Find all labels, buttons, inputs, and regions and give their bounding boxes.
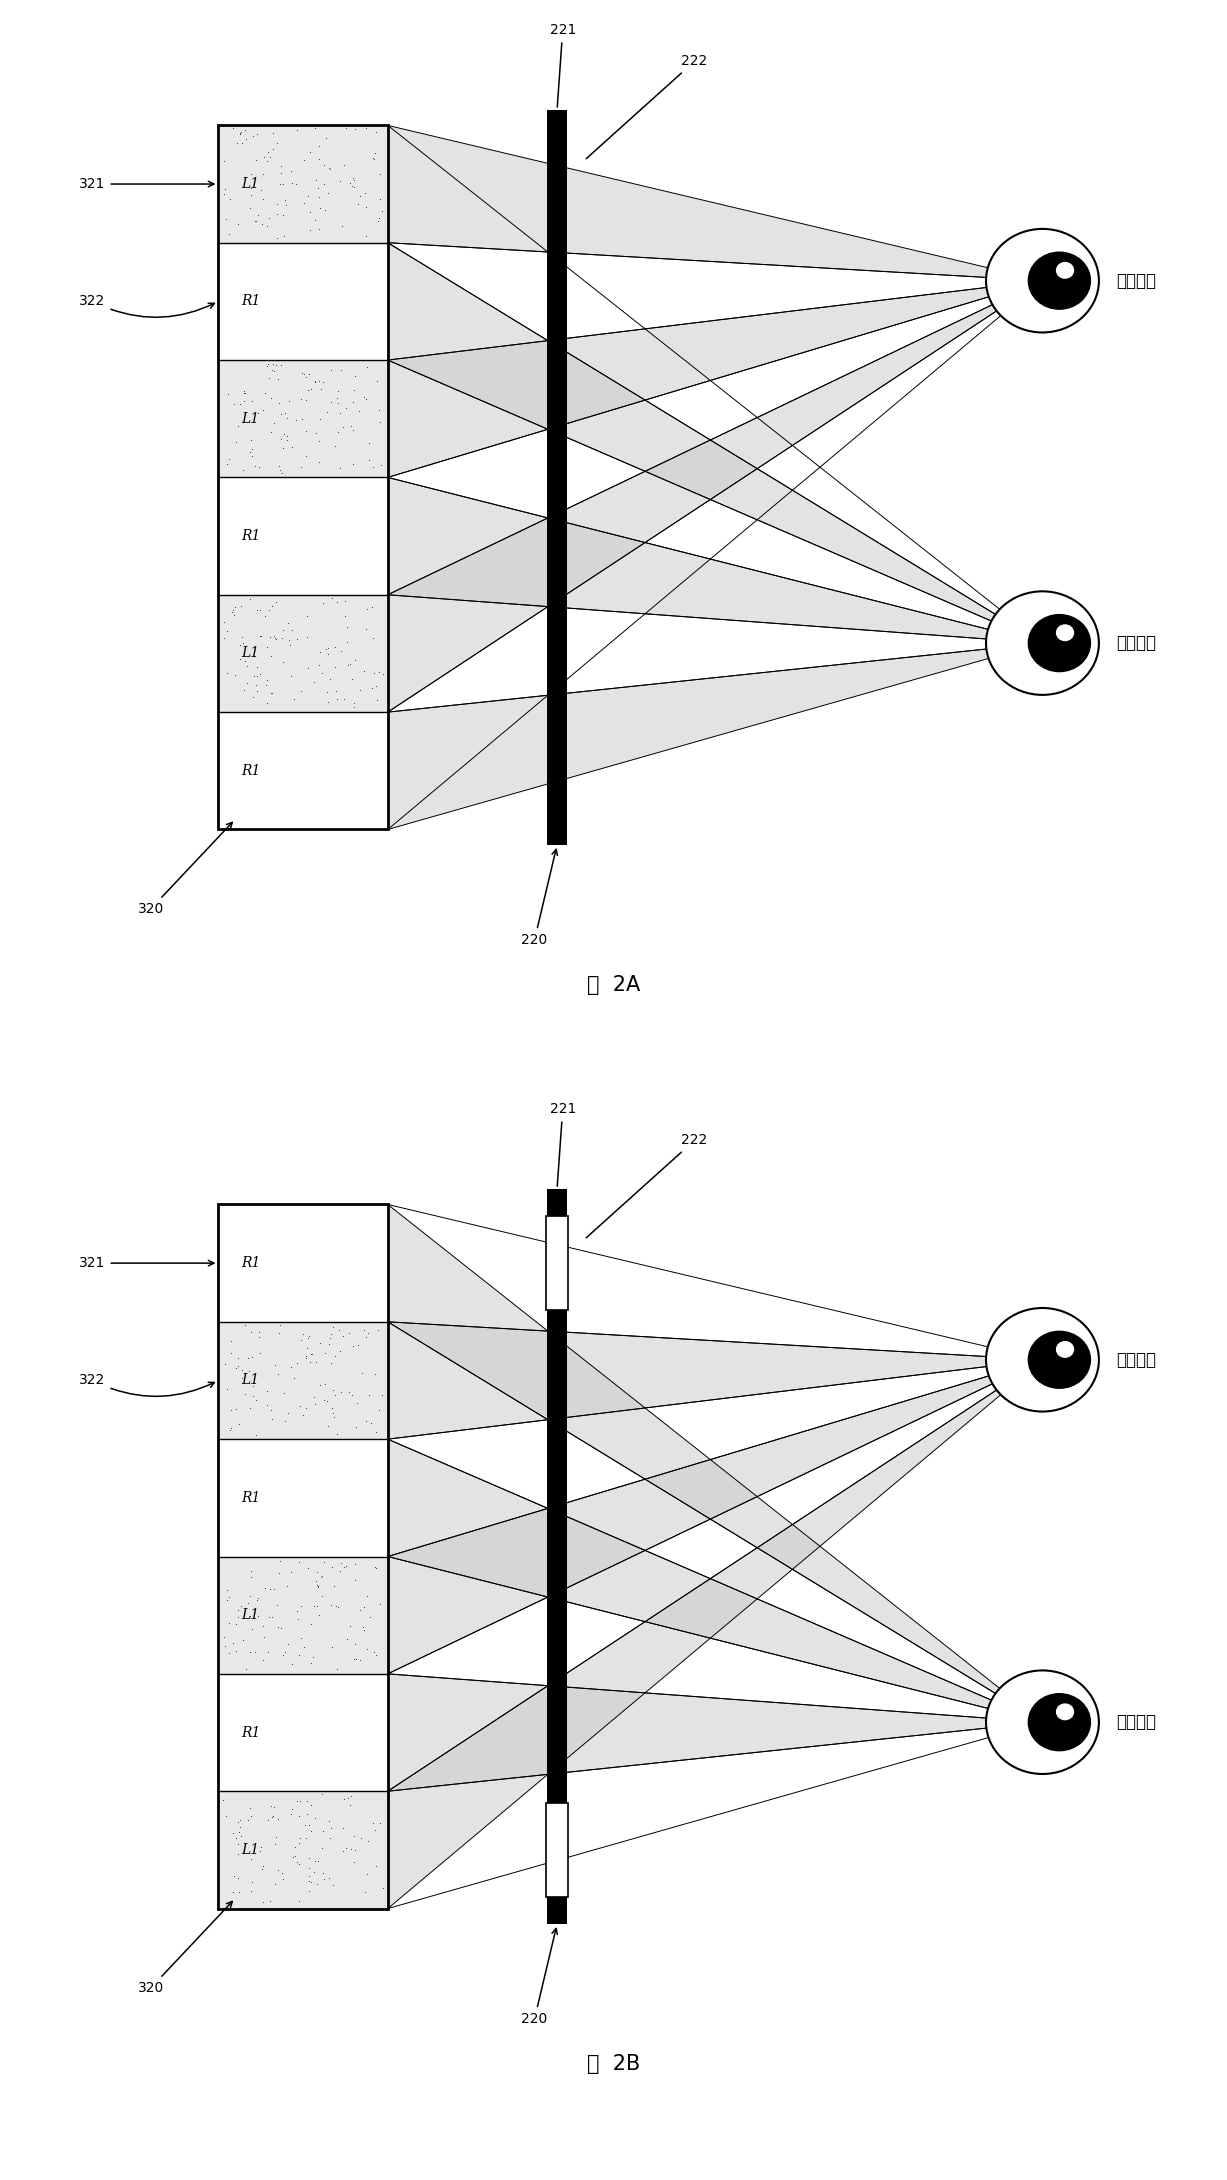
Text: R1: R1 (240, 1727, 260, 1740)
Bar (218, 124, 388, 242)
Text: L1: L1 (240, 177, 259, 192)
Text: 图  2B: 图 2B (587, 2054, 640, 2073)
Circle shape (987, 591, 1099, 695)
Polygon shape (388, 1674, 1043, 1792)
Text: L1: L1 (240, 412, 259, 425)
Text: 220: 220 (521, 1929, 557, 2025)
Bar (218, 360, 388, 477)
Polygon shape (388, 126, 1043, 281)
Text: 第一右眼: 第一右眼 (1115, 1352, 1156, 1369)
Polygon shape (388, 1360, 1043, 1910)
Polygon shape (388, 1203, 1043, 1722)
Polygon shape (388, 643, 1043, 828)
Circle shape (1056, 1341, 1074, 1358)
Circle shape (1056, 1705, 1074, 1720)
Text: 321: 321 (80, 1256, 213, 1271)
Text: R1: R1 (240, 530, 260, 543)
Circle shape (1028, 1332, 1091, 1389)
Circle shape (1028, 615, 1091, 671)
Circle shape (987, 229, 1099, 334)
Text: 321: 321 (80, 177, 213, 192)
Text: R1: R1 (240, 763, 260, 778)
Text: 第一左眼: 第一左眼 (1115, 634, 1156, 652)
Polygon shape (388, 1321, 1043, 1439)
Bar (546, 1216, 568, 1310)
Bar (547, 109, 567, 846)
Bar (546, 1803, 568, 1897)
Circle shape (987, 1670, 1099, 1775)
Bar (218, 595, 388, 713)
Text: 320: 320 (137, 1901, 232, 1995)
Bar (218, 1557, 388, 1674)
Bar (218, 1203, 388, 1910)
Text: L1: L1 (240, 1373, 259, 1386)
Polygon shape (388, 1439, 1043, 1722)
Polygon shape (388, 281, 1043, 477)
Text: 222: 222 (587, 54, 708, 159)
Circle shape (1056, 626, 1074, 641)
Text: 222: 222 (587, 1134, 708, 1238)
Text: L1: L1 (240, 1842, 259, 1857)
Circle shape (1028, 1694, 1091, 1751)
Polygon shape (388, 281, 1043, 713)
Text: 322: 322 (80, 294, 215, 318)
Polygon shape (388, 242, 1043, 643)
Text: 320: 320 (137, 822, 232, 916)
Text: R1: R1 (240, 294, 260, 307)
Text: 第一右眼: 第一右眼 (1115, 272, 1156, 290)
Text: R1: R1 (240, 1256, 260, 1271)
Text: L1: L1 (240, 647, 259, 661)
Text: L1: L1 (240, 1609, 259, 1622)
Bar (547, 1188, 567, 1925)
Polygon shape (388, 1360, 1043, 1674)
Text: 221: 221 (550, 1103, 575, 1186)
Text: 图  2A: 图 2A (587, 974, 640, 994)
Polygon shape (388, 477, 1043, 643)
Text: 220: 220 (521, 850, 557, 946)
Circle shape (1056, 262, 1074, 279)
Bar (218, 1321, 388, 1439)
Text: 322: 322 (80, 1373, 215, 1397)
Text: 221: 221 (550, 24, 575, 107)
Circle shape (1028, 253, 1091, 310)
Circle shape (987, 1308, 1099, 1413)
Text: 第一左眼: 第一左眼 (1115, 1713, 1156, 1731)
Text: R1: R1 (240, 1491, 260, 1504)
Bar (218, 1792, 388, 1910)
Bar (218, 126, 388, 828)
